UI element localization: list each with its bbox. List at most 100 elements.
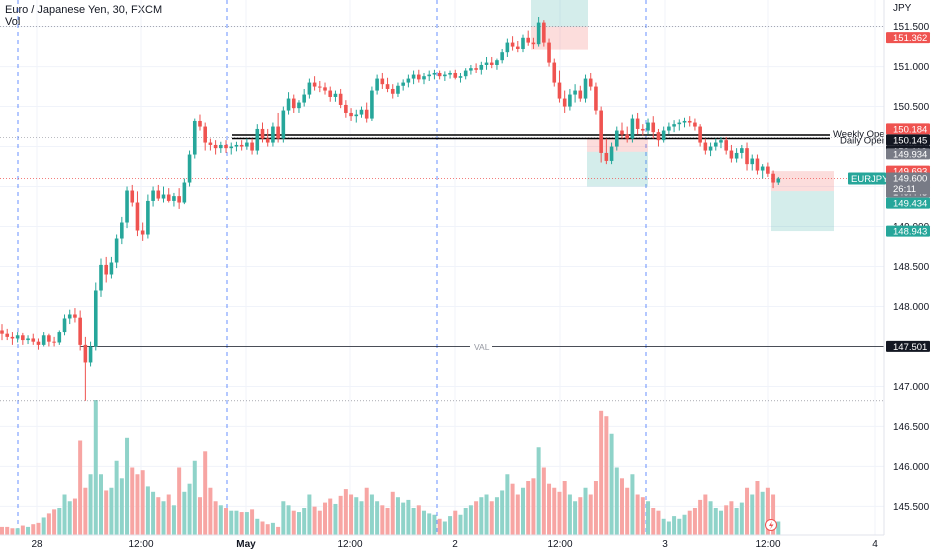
volume-bar [625, 487, 630, 535]
candle-body [766, 166, 770, 174]
candle-body [271, 126, 275, 143]
candle-body [489, 62, 494, 65]
volume-bar [677, 518, 682, 535]
volume-bar [526, 481, 531, 535]
volume-bar [328, 498, 333, 535]
volume-label: Vol [5, 16, 21, 28]
volume-bar [270, 522, 275, 535]
volume-bar [98, 474, 103, 535]
last-price-label: 149.600 [893, 174, 927, 185]
volume-bar [265, 524, 270, 535]
volume-bar [104, 490, 109, 535]
candle-body [432, 72, 437, 75]
candle-body [713, 142, 718, 147]
candle-body [526, 37, 531, 43]
volume-bar [640, 497, 645, 535]
volume-bar [521, 487, 525, 535]
time-tick-label: 12:00 [337, 539, 362, 550]
volume-bar [729, 501, 734, 535]
candle-body [354, 114, 359, 117]
candle-body [213, 144, 218, 149]
candle-body [740, 148, 744, 153]
candle-body [411, 74, 416, 79]
volume-bar [380, 505, 385, 535]
candle-body [406, 78, 411, 83]
price-badge-label: 149.934 [893, 149, 927, 160]
time-tick-label: 28 [31, 539, 43, 550]
candle-body [396, 85, 400, 94]
candle-body [682, 120, 687, 123]
volume-bar [494, 497, 499, 535]
candle-body [531, 42, 536, 45]
price-badge [886, 225, 930, 237]
val-label-bg [470, 341, 492, 352]
candle-body [234, 144, 239, 147]
candle-body [672, 124, 676, 127]
volume-bar [604, 416, 609, 535]
candle-body [364, 109, 369, 119]
candle-body [661, 130, 666, 141]
candle-body [120, 222, 124, 239]
candle-body [307, 82, 312, 95]
candle-body [182, 182, 187, 203]
volume-bar [244, 512, 249, 535]
candle-body [41, 335, 46, 345]
volume-bar [36, 522, 41, 535]
volume-bar [0, 526, 4, 535]
volume-bar [651, 508, 656, 535]
volume-bar [453, 510, 458, 535]
volume-bar [20, 525, 25, 535]
volume-bar [15, 528, 20, 535]
volume-bar [67, 501, 72, 535]
candle-body [338, 93, 343, 105]
volume-bar [364, 487, 369, 535]
volume-bar [531, 478, 536, 535]
volume-bar [401, 502, 406, 535]
volume-bar [547, 483, 552, 535]
volume-bar [197, 497, 202, 535]
volume-bar [760, 491, 765, 535]
volume-bar [41, 517, 46, 535]
candle-body [260, 128, 265, 139]
candle-body [88, 346, 93, 363]
time-tick-label: 2 [452, 539, 458, 550]
volume-bar [474, 501, 479, 535]
candle-body [635, 118, 640, 129]
chart-legend: Euro / Japanese Yen, 30, FXCM Vol [5, 4, 162, 28]
candle-body [625, 134, 629, 139]
volume-bar [317, 510, 322, 535]
volume-bar [745, 487, 750, 535]
candle-body [474, 68, 478, 70]
candle-body [198, 120, 202, 127]
candle-body [93, 290, 98, 347]
flash-icon-glyph [769, 521, 774, 530]
volume-bar [130, 467, 135, 535]
candle-body [375, 78, 379, 91]
volume-bar [536, 447, 541, 535]
candle-body [380, 78, 385, 85]
price-badge-label: 148.943 [893, 227, 927, 238]
volume-bar [666, 521, 671, 535]
candle-body [505, 42, 510, 53]
candle-body [588, 78, 593, 87]
candle-body [344, 104, 348, 113]
candle-body [192, 120, 197, 155]
price-badge [886, 340, 930, 352]
candle-body [719, 140, 723, 143]
volume-bar [500, 490, 505, 535]
volume-bar [765, 487, 770, 535]
candle-body [578, 90, 583, 99]
volume-bar [125, 437, 130, 535]
candle-body [114, 238, 119, 263]
volume-bar [281, 501, 286, 535]
volume-bar [489, 501, 494, 535]
volume-bar [609, 433, 614, 535]
candle-body [208, 142, 213, 145]
candle-body [422, 76, 426, 80]
candle-body [47, 335, 51, 342]
candle-body [166, 194, 171, 201]
volume-bar [151, 491, 156, 535]
candle-body [109, 262, 114, 275]
